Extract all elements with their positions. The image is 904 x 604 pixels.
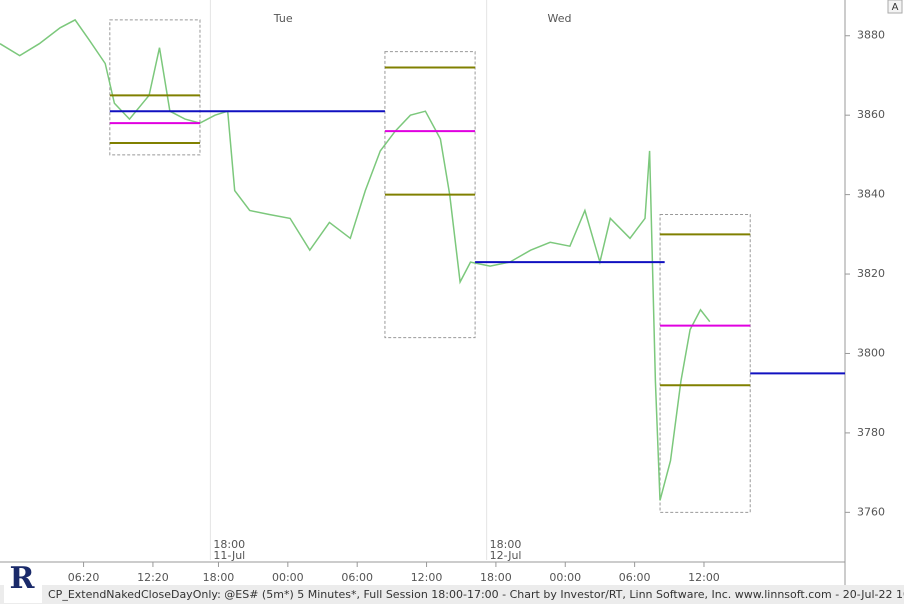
x-tick-label: 00:00 [549,571,581,584]
profile-box [659,213,751,513]
logo-box [4,563,42,603]
footer-bar [0,585,904,604]
separator-time: 18:00 [213,538,245,551]
y-tick-label: 3820 [857,267,885,280]
caption: CP_ExtendNakedCloseDayOnly: @ES# (5m*) 5… [48,588,904,601]
x-tick-label: 12:20 [137,571,169,584]
x-tick-label: 12:00 [411,571,443,584]
scale-button-label[interactable]: A [892,2,899,13]
separator-date: 12-Jul [490,549,522,562]
y-tick-label: 3840 [857,188,885,201]
y-tick-label: 3760 [857,505,885,518]
y-tick-label: 3860 [857,108,885,121]
separator-date: 11-Jul [213,549,245,562]
y-tick-label: 3800 [857,346,885,359]
y-tick-label: 3880 [857,29,885,42]
price-line [0,18,711,501]
profile-box [109,19,201,156]
separator-time: 18:00 [490,538,522,551]
y-tick-label: 3780 [857,426,885,439]
x-tick-label: 06:00 [341,571,373,584]
x-tick-label: 18:00 [480,571,512,584]
profile-box [384,51,476,339]
x-tick-label: 18:00 [203,571,235,584]
x-tick-label: 06:20 [68,571,100,584]
x-tick-label: 12:00 [688,571,720,584]
x-tick-label: 00:00 [272,571,304,584]
session-label: Tue [273,12,293,25]
logo: R [10,561,36,596]
scale-button[interactable] [887,0,903,14]
x-tick-label: 06:00 [619,571,651,584]
session-label: Wed [547,12,571,25]
